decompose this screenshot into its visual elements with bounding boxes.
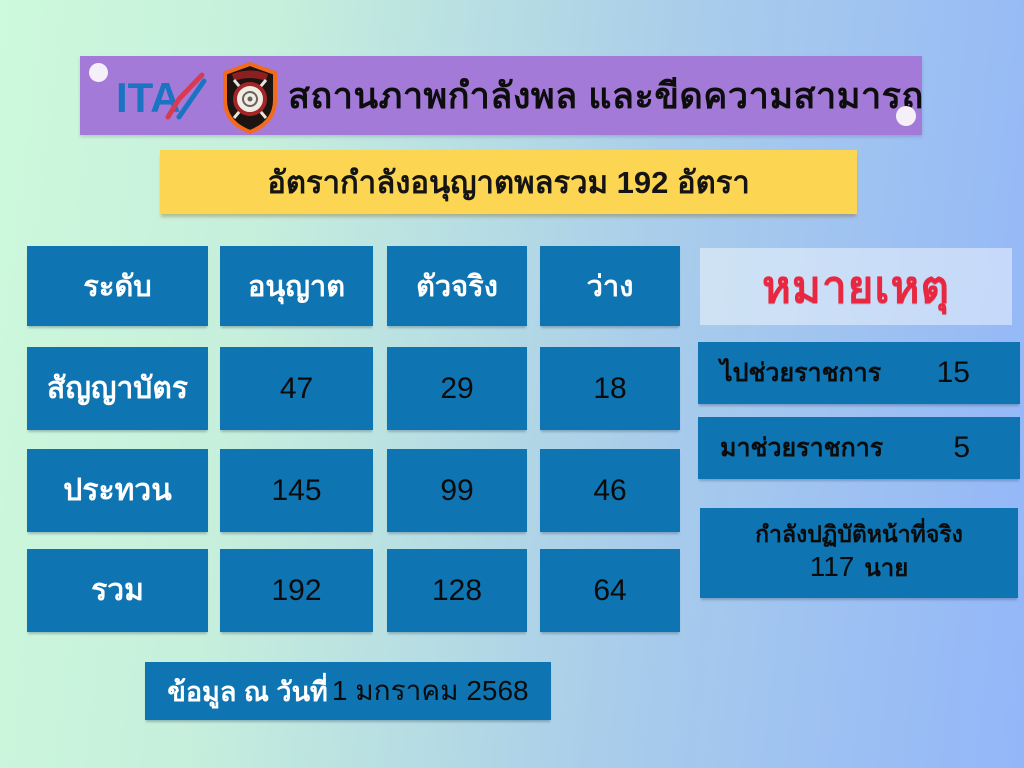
table-header-authorized: อนุญาต — [220, 246, 373, 326]
notes-title: หมายเหตุ — [761, 262, 951, 312]
ita-logo-icon: ITA — [116, 72, 207, 120]
table-cell: 99 — [387, 449, 527, 532]
table-row-label: สัญญาบัตร — [27, 347, 208, 430]
title-banner: ITA สถานภาพกำลังพล และขีดความสามารถ — [80, 56, 924, 135]
table-header-vacant: ว่าง — [540, 246, 680, 326]
decorative-dot-top-left — [89, 63, 108, 82]
table-header-level: ระดับ — [27, 246, 208, 326]
decorative-dot-bottom-right — [896, 106, 916, 126]
total-authorized-text: อัตรากำลังอนุญาตพลรวม 192 อัตรา — [267, 165, 750, 200]
table-cell: 192 — [220, 549, 373, 632]
table-row-label: รวม — [27, 549, 208, 632]
table-cell: 29 — [387, 347, 527, 430]
notes-header-panel: หมายเหตุ — [700, 248, 1012, 325]
police-unit-badge-icon — [223, 61, 277, 134]
actual-on-duty-count: 117 นาย — [809, 551, 909, 583]
page-title: สถานภาพกำลังพล และขีดความสามารถ — [288, 75, 924, 116]
table-row-label: ประทวน — [27, 449, 208, 532]
note-seconded-out: ไปช่วยราชการ 15 — [698, 342, 1020, 404]
table-cell: 128 — [387, 549, 527, 632]
note-actual-on-duty: กำลังปฏิบัติหน้าที่จริง 117 นาย — [700, 508, 1018, 598]
table-cell: 18 — [540, 347, 680, 430]
table-cell: 145 — [220, 449, 373, 532]
table-cell: 47 — [220, 347, 373, 430]
data-as-of-box: ข้อมูล ณ วันที่ 1 มกราคม 2568 — [145, 662, 551, 720]
table-cell: 64 — [540, 549, 680, 632]
note-seconded-in: มาช่วยราชการ 5 — [698, 417, 1020, 479]
table-header-actual: ตัวจริง — [387, 246, 527, 326]
total-authorized-banner: อัตรากำลังอนุญาตพลรวม 192 อัตรา — [160, 150, 857, 214]
table-cell: 46 — [540, 449, 680, 532]
